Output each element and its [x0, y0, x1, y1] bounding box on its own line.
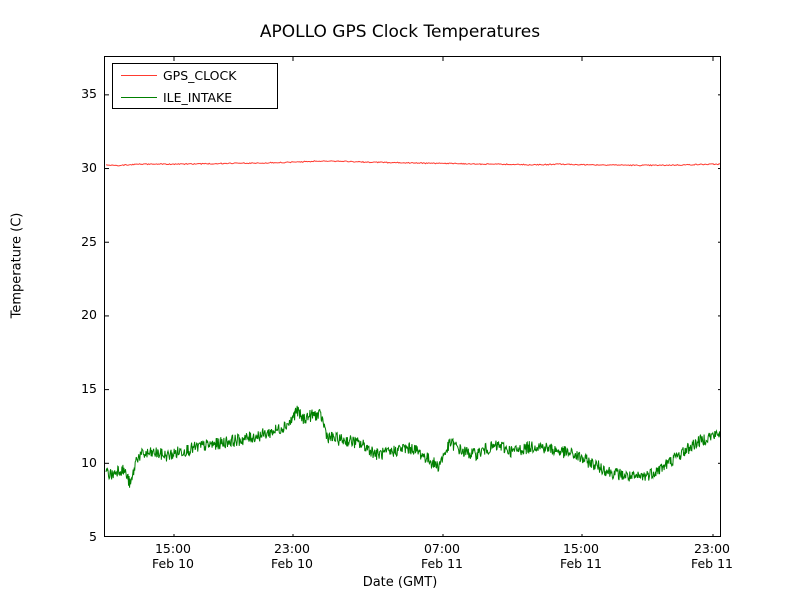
x-axis-label: Date (GMT) — [362, 575, 438, 590]
y-tick-15: 15 — [81, 381, 97, 396]
series-line-ile-intake — [105, 405, 720, 488]
x-tick-2: 07:00 Feb 11 — [420, 541, 463, 571]
x-tick-0: 15:00 Feb 10 — [151, 541, 194, 571]
axis-ticks — [105, 57, 720, 536]
y-tick-30: 30 — [81, 160, 97, 175]
chart-title: APOLLO GPS Clock Temperatures — [259, 22, 541, 42]
y-tick-25: 25 — [81, 234, 97, 249]
data-series-group — [105, 160, 720, 488]
legend-entry-gps-clock: GPS_CLOCK — [113, 64, 279, 87]
legend-swatch-ile-intake — [121, 97, 157, 98]
legend-swatch-gps-clock — [121, 75, 157, 76]
plot-svg — [105, 57, 720, 536]
legend-entry-ile-intake: ILE_INTAKE — [113, 86, 279, 109]
legend-label-ile-intake: ILE_INTAKE — [163, 90, 233, 105]
y-tick-35: 35 — [81, 86, 97, 101]
y-tick-20: 20 — [81, 307, 97, 322]
y-axis-label: Temperature (C) — [9, 212, 25, 319]
series-line-gps-clock — [105, 160, 720, 167]
legend: GPS_CLOCK ILE_INTAKE — [112, 63, 278, 109]
x-tick-1: 23:00 Feb 10 — [270, 541, 313, 571]
x-tick-3: 15:00 Feb 11 — [559, 541, 602, 571]
y-tick-10: 10 — [81, 455, 97, 470]
legend-label-gps-clock: GPS_CLOCK — [163, 68, 237, 83]
x-tick-4: 23:00 Feb 11 — [690, 541, 733, 571]
y-tick-5: 5 — [89, 529, 97, 544]
plot-area — [104, 56, 721, 537]
